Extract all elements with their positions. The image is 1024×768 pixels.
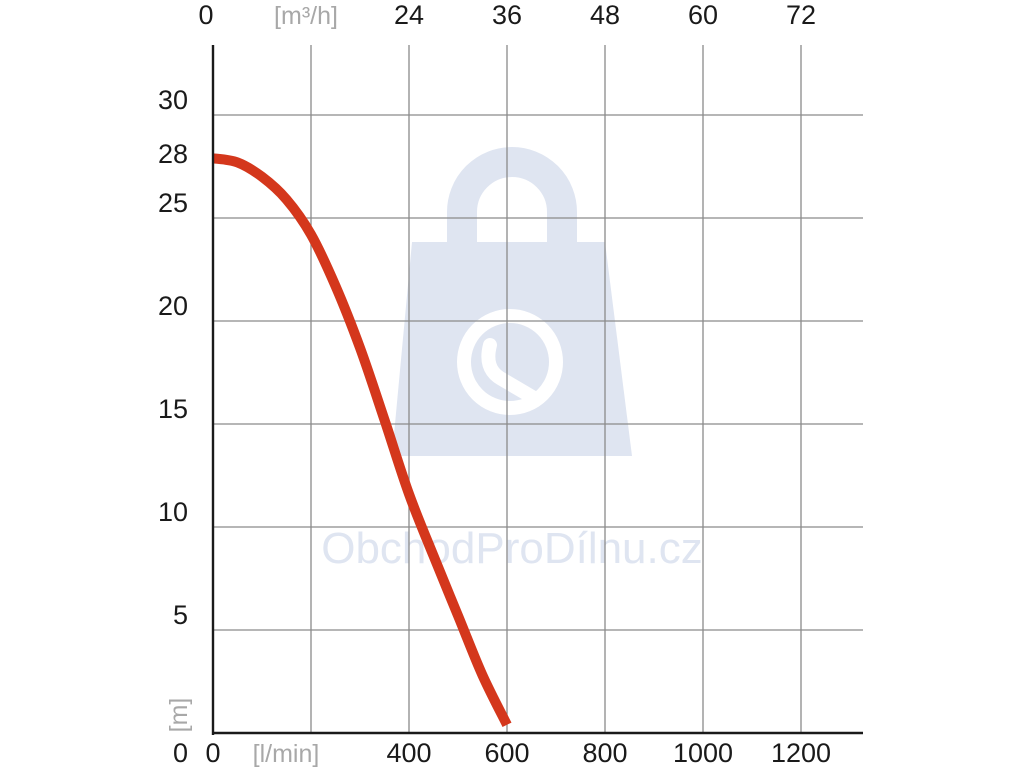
- max-head-label: 28: [158, 139, 188, 169]
- series-layer: [212, 153, 512, 728]
- top-tick-label: 48: [590, 0, 620, 30]
- top-tick-label: 36: [492, 0, 522, 30]
- y-tick-label: 5: [173, 600, 188, 630]
- x-tick-label: 1000: [673, 738, 733, 768]
- top-tick-label: 72: [786, 0, 816, 30]
- watermark-bag-handle: [447, 147, 577, 250]
- top-tick-label: 60: [688, 0, 718, 30]
- watermark-wrench-ring: [457, 309, 563, 415]
- top-tick-label: 0: [198, 0, 213, 30]
- y-axis-unit-label: [m]: [165, 698, 193, 733]
- x-tick-label: 0: [205, 738, 220, 768]
- x-tick-label: 1200: [771, 738, 831, 768]
- x-axis-unit-label: [l/min]: [253, 740, 320, 768]
- x-tick-label: 400: [386, 738, 431, 768]
- watermark-wrench-icon: [481, 338, 541, 405]
- y-tick-label: 15: [158, 394, 188, 424]
- y-tick-label: 0: [173, 738, 188, 768]
- watermark-text: ObchodProDílnu.cz: [321, 524, 703, 573]
- y-tick-label: 25: [158, 188, 188, 218]
- y-tick-label: 30: [158, 85, 188, 115]
- y-tick-label: 10: [158, 497, 188, 527]
- watermark-logo: [392, 147, 632, 456]
- y-tick-label: 20: [158, 291, 188, 321]
- top-tick-label: 24: [394, 0, 424, 30]
- axes: 0040024600368004810006012007205101520253…: [158, 0, 863, 768]
- x-tick-label: 800: [582, 738, 627, 768]
- grid: [213, 45, 863, 733]
- x-tick-label: 600: [484, 738, 529, 768]
- performance-curve: [212, 153, 512, 728]
- top-axis-unit-label: [m³/h]: [274, 2, 338, 30]
- watermark-bag-body: [392, 242, 632, 456]
